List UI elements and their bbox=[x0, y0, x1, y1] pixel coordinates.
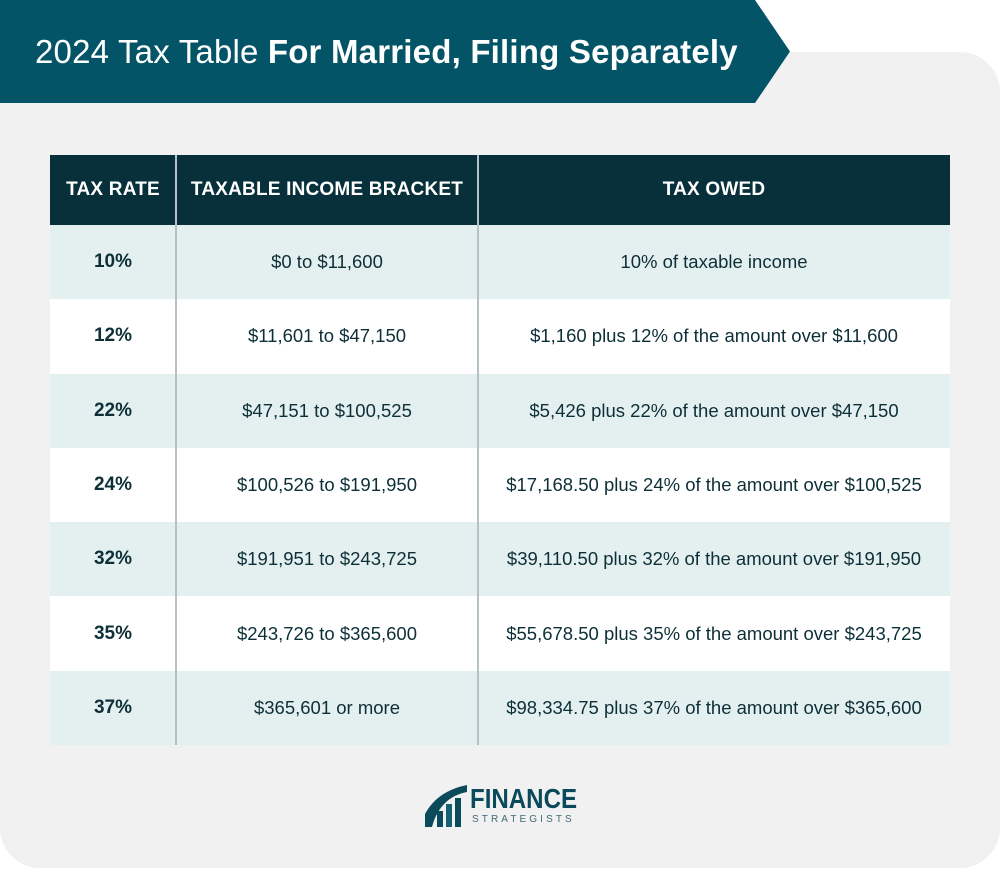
tax-rate-cell: 32% bbox=[93, 548, 133, 570]
tax-owed-cell: $5,426 plus 22% of the amount over $47,1… bbox=[529, 399, 899, 421]
tax-owed-cell: $55,678.50 plus 35% of the amount over $… bbox=[506, 622, 922, 644]
column-header-tax-owed: TAX OWED bbox=[662, 179, 766, 200]
tax-table: TAX RATE TAXABLE INCOME BRACKET TAX OWED… bbox=[50, 155, 950, 745]
income-bracket-cell: $100,526 to $191,950 bbox=[236, 473, 418, 495]
income-bracket-cell: $47,151 to $100,525 bbox=[242, 399, 412, 421]
table-row: 22% $47,151 to $100,525 $5,426 plus 22% … bbox=[50, 373, 950, 448]
tax-rate-cell: 22% bbox=[93, 399, 133, 421]
table-row: 32% $191,951 to $243,725 $39,110.50 plus… bbox=[50, 522, 950, 597]
tax-owed-cell: 10% of taxable income bbox=[620, 251, 808, 273]
tax-rate-cell: 35% bbox=[93, 622, 133, 644]
income-bracket-cell: $243,726 to $365,600 bbox=[236, 622, 418, 644]
table-row: 35% $243,726 to $365,600 $55,678.50 plus… bbox=[50, 596, 950, 671]
income-bracket-cell: $0 to $11,600 bbox=[271, 251, 383, 273]
tax-owed-cell: $17,168.50 plus 24% of the amount over $… bbox=[506, 473, 922, 495]
finance-strategists-logo-icon bbox=[425, 785, 467, 827]
tax-owed-cell: $39,110.50 plus 32% of the amount over $… bbox=[506, 548, 922, 570]
table-row: 24% $100,526 to $191,950 $17,168.50 plus… bbox=[50, 447, 950, 523]
income-bracket-cell: $11,601 to $47,150 bbox=[247, 325, 407, 347]
column-header-income-bracket: TAXABLE INCOME BRACKET bbox=[190, 179, 464, 200]
table-row: 37% $365,601 or more $98,334.75 plus 37%… bbox=[50, 670, 950, 745]
tax-rate-cell: 10% bbox=[93, 251, 133, 273]
page-title: 2024 Tax Table For Married, Filing Separa… bbox=[0, 35, 738, 68]
column-header-tax-rate: TAX RATE bbox=[66, 179, 160, 200]
title-regular: 2024 Tax Table bbox=[35, 33, 259, 70]
tax-owed-cell: $1,160 plus 12% of the amount over $11,6… bbox=[530, 325, 898, 347]
title-bold: For Married, Filing Separately bbox=[267, 33, 738, 70]
tax-owed-cell: $98,334.75 plus 37% of the amount over $… bbox=[506, 696, 922, 718]
tax-rate-cell: 24% bbox=[93, 473, 133, 495]
income-bracket-cell: $365,601 or more bbox=[253, 696, 401, 718]
column-divider bbox=[175, 155, 177, 745]
logo-name: FINANCE bbox=[470, 783, 578, 814]
tax-rate-cell: 37% bbox=[93, 696, 133, 718]
table-row: 12% $11,601 to $47,150 $1,160 plus 12% o… bbox=[50, 299, 950, 374]
tax-rate-cell: 12% bbox=[93, 325, 133, 347]
title-banner: 2024 Tax Table For Married, Filing Separa… bbox=[0, 0, 790, 103]
logo-tagline: STRATEGISTS bbox=[472, 814, 575, 825]
income-bracket-cell: $191,951 to $243,725 bbox=[236, 548, 418, 570]
table-header-row: TAX RATE TAXABLE INCOME BRACKET TAX OWED bbox=[50, 155, 950, 225]
table-row: 10% $0 to $11,600 10% of taxable income bbox=[50, 225, 950, 300]
column-divider bbox=[477, 155, 479, 745]
